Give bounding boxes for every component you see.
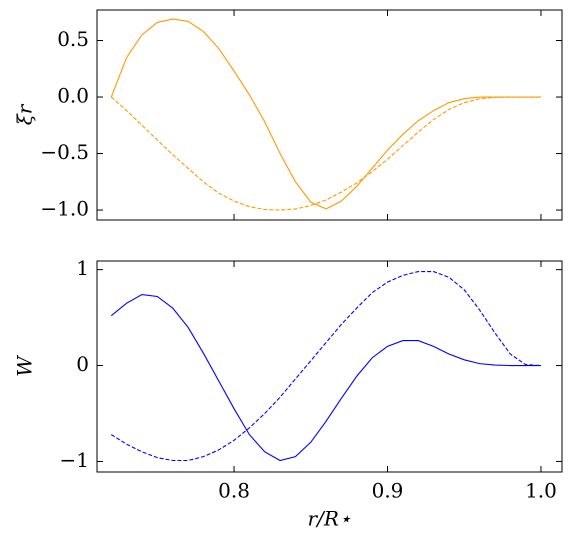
data-line: [110, 294, 541, 462]
y-tick-label: −1.0: [40, 197, 89, 221]
y-tick-label: 0: [76, 352, 89, 376]
data-line: [110, 18, 541, 210]
x-tick-label: 0.9: [372, 479, 404, 503]
x-axis-label: r/R⋆: [308, 507, 352, 531]
y-tick-label: −0.5: [40, 140, 89, 164]
axes-frame: [96, 260, 563, 473]
x-tick-label: 0.8: [218, 479, 250, 503]
y-axis-label: W: [13, 355, 37, 377]
y-axis-label: ξr: [13, 103, 37, 125]
x-tick-label: 1.0: [525, 479, 557, 503]
y-tick-label: 0.0: [57, 84, 89, 108]
y-tick-label: 1: [76, 256, 89, 280]
y-tick-label: −1: [60, 448, 89, 472]
data-line: [110, 96, 541, 211]
data-line: [110, 271, 542, 462]
axes-frame: [96, 9, 563, 221]
y-tick-label: 0.5: [57, 27, 89, 51]
